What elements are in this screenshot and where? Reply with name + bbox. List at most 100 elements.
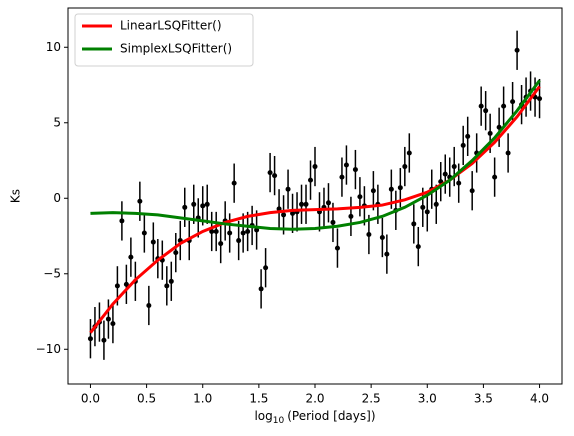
data-point (105, 316, 111, 322)
data-point (415, 244, 421, 250)
x-label-rest: (Period [days]) (287, 409, 375, 423)
data-point (209, 228, 215, 234)
data-point (245, 228, 251, 234)
data-point (370, 188, 376, 194)
data-point (308, 177, 314, 183)
y-tick-label: 10 (46, 40, 61, 54)
data-point (164, 283, 170, 289)
data-point (128, 254, 134, 260)
data-point (501, 103, 507, 109)
axes-frame (67, 7, 563, 385)
data-point (514, 47, 520, 53)
data-point (213, 228, 219, 234)
data-point (411, 221, 417, 227)
data-point (442, 171, 448, 177)
data-point (352, 167, 358, 173)
y-axis-label: Ks (9, 189, 23, 203)
x-tick-label: 4.0 (530, 392, 549, 406)
data-point (456, 180, 462, 186)
data-point (231, 180, 237, 186)
x-tick-label: 2.5 (362, 392, 381, 406)
x-tick-label: 3.5 (474, 392, 493, 406)
x-axis-label: log10 (Period [days]) (254, 409, 375, 426)
data-point (397, 185, 403, 191)
data-point (460, 142, 466, 148)
data-point (366, 232, 372, 238)
fit-line (89, 85, 541, 334)
data-point (168, 278, 174, 284)
data-point (285, 186, 291, 192)
data-point (339, 174, 345, 180)
data-point (281, 212, 287, 218)
legend-box (74, 13, 254, 67)
data-point (173, 250, 179, 256)
data-point (379, 235, 385, 241)
y-tick-label: −5 (43, 266, 61, 280)
data-point (114, 283, 120, 289)
x-tick-label: 1.0 (193, 392, 212, 406)
data-point (87, 336, 93, 342)
data-point (384, 251, 390, 257)
x-tick-label: 0.5 (137, 392, 156, 406)
data-point (505, 150, 511, 156)
data-point (537, 96, 543, 102)
data-point (299, 201, 305, 207)
data-point (492, 174, 498, 180)
data-point (236, 238, 242, 244)
data-point (200, 203, 206, 209)
data-point (204, 201, 210, 207)
x-tick-label: 1.5 (249, 392, 268, 406)
data-point (150, 239, 156, 245)
data-point (343, 162, 349, 168)
y-tick-label: −10 (36, 342, 61, 356)
data-point (110, 321, 116, 327)
y-tick-label: 5 (53, 115, 61, 129)
data-point (451, 164, 457, 170)
data-point (141, 230, 147, 236)
data-point (101, 337, 107, 343)
data-point (146, 302, 152, 308)
data-point (182, 204, 188, 210)
data-point (290, 210, 296, 216)
x-tick-label: 2.0 (305, 392, 324, 406)
y-tick-label: 0 (53, 191, 61, 205)
data-point (420, 204, 426, 210)
data-point (388, 186, 394, 192)
data-point (267, 170, 273, 176)
data-point (325, 200, 331, 206)
data-point (510, 99, 516, 105)
data-point (119, 218, 125, 224)
data-point (478, 103, 484, 109)
x-tick-label: 0.0 (81, 392, 100, 406)
data-point (137, 198, 143, 204)
data-point (465, 133, 471, 139)
data-point (191, 201, 197, 207)
data-point (123, 281, 129, 287)
data-point (469, 188, 475, 194)
legend-label: LinearLSQFitter() (120, 19, 222, 33)
legend-label: SimplexLSQFitter() (120, 42, 232, 56)
data-point (424, 209, 430, 215)
data-point (406, 150, 412, 156)
fit-line (90, 79, 541, 231)
data-point (258, 286, 264, 292)
data-point (312, 164, 318, 170)
data-point (348, 213, 354, 219)
data-point (263, 265, 269, 271)
x-label-base: log (254, 409, 272, 423)
data-point (487, 130, 493, 136)
data-point (330, 219, 336, 225)
data-point (496, 124, 502, 130)
data-point (433, 201, 439, 207)
data-point (402, 164, 408, 170)
x-tick-label: 3.0 (418, 392, 437, 406)
data-point (218, 241, 224, 247)
data-point (272, 173, 278, 179)
data-point (483, 108, 489, 114)
data-point (357, 194, 363, 200)
data-point (227, 230, 233, 236)
x-label-sub: 10 (273, 416, 285, 426)
data-point (334, 245, 340, 251)
data-point (303, 201, 309, 207)
